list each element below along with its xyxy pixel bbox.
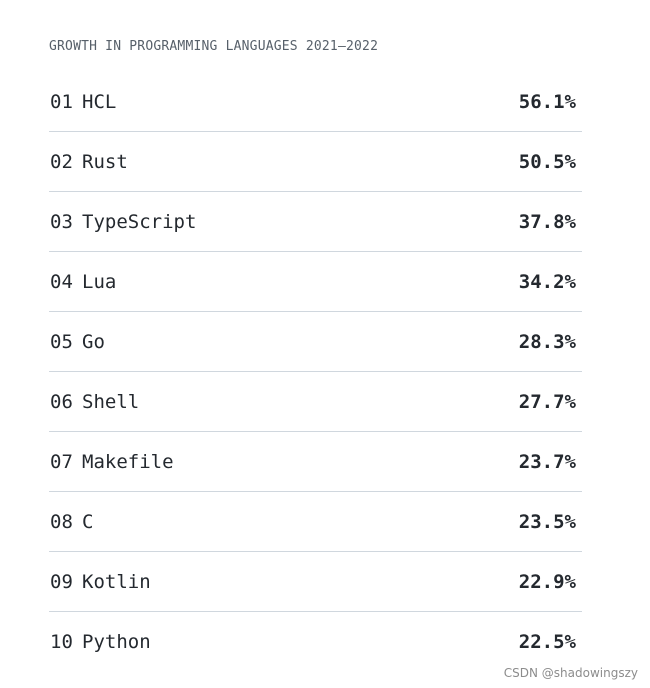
rank-number: 10 bbox=[50, 631, 73, 653]
ranking-list: 01 HCL 56.1% 02 Rust 50.5% 03 TypeScript 37.8% 04… bbox=[49, 72, 582, 672]
growth-percentage: 28.3% bbox=[518, 330, 576, 353]
rank-number: 04 bbox=[50, 270, 73, 293]
rank-number: 03 bbox=[50, 210, 73, 233]
growth-percentage: 34.2% bbox=[518, 270, 576, 293]
ranking-row: 09 Kotlin 22.9% bbox=[49, 552, 582, 612]
growth-percentage: 23.5% bbox=[518, 510, 576, 533]
language-name: Makefile bbox=[82, 450, 174, 473]
ranking-row: 01 HCL 56.1% bbox=[49, 72, 582, 132]
growth-percentage: 27.7% bbox=[518, 390, 576, 413]
rank-number: 05 bbox=[50, 330, 73, 353]
language-name: TypeScript bbox=[82, 210, 197, 233]
rank-number: 06 bbox=[50, 390, 73, 413]
page-title: GROWTH IN PROGRAMMING LANGUAGES 2021–202… bbox=[49, 39, 379, 54]
language-name: Rust bbox=[82, 150, 128, 173]
growth-percentage: 23.7% bbox=[518, 450, 576, 473]
language-name: Go bbox=[82, 330, 105, 353]
growth-percentage: 50.5% bbox=[518, 150, 576, 173]
rank-number: 08 bbox=[50, 510, 73, 533]
ranking-row: 06 Shell 27.7% bbox=[49, 372, 582, 432]
ranking-row: 02 Rust 50.5% bbox=[49, 132, 582, 192]
ranking-row: 08 C 23.5% bbox=[49, 492, 582, 552]
rank-number: 02 bbox=[50, 150, 73, 173]
language-name: C bbox=[82, 510, 94, 533]
growth-percentage: 37.8% bbox=[518, 210, 576, 233]
language-name: Kotlin bbox=[82, 570, 151, 593]
rank-number: 07 bbox=[50, 450, 73, 473]
growth-percentage: 22.9% bbox=[518, 570, 576, 593]
language-name: Python bbox=[82, 631, 151, 653]
language-name: Shell bbox=[82, 390, 140, 413]
growth-percentage: 22.5% bbox=[518, 631, 576, 653]
ranking-row: 07 Makefile 23.7% bbox=[49, 432, 582, 492]
language-name: Lua bbox=[82, 270, 117, 293]
language-name: HCL bbox=[82, 90, 117, 113]
ranking-row: 04 Lua 34.2% bbox=[49, 252, 582, 312]
rank-number: 09 bbox=[50, 570, 73, 593]
growth-percentage: 56.1% bbox=[518, 90, 576, 113]
rank-number: 01 bbox=[50, 90, 73, 113]
ranking-row: 03 TypeScript 37.8% bbox=[49, 192, 582, 252]
ranking-row: 10 Python 22.5% bbox=[49, 612, 582, 672]
watermark: CSDN @shadowingszy bbox=[503, 666, 638, 680]
ranking-row: 05 Go 28.3% bbox=[49, 312, 582, 372]
